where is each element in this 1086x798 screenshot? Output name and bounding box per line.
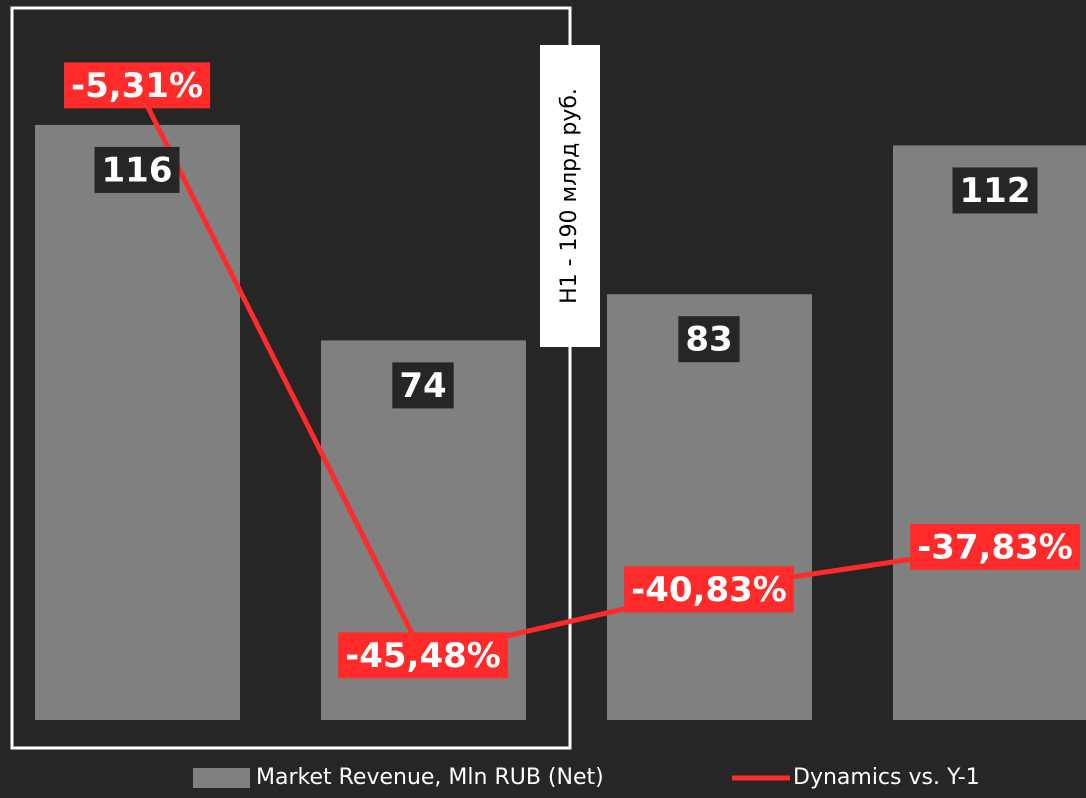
label-box [910, 523, 1080, 570]
label-box [392, 362, 454, 409]
label-box [678, 316, 740, 363]
data-label: 74 [399, 366, 446, 406]
line [134, 84, 996, 659]
data-label: -45,48% [345, 636, 501, 676]
labels: 116 74 83 112 -5,31% -45,48% -40,83% -37,83% [63, 62, 1080, 679]
annotation: H1 - 190 млрд руб. [557, 88, 582, 304]
annotation-box [540, 45, 600, 347]
bar [893, 145, 1086, 720]
highlight-frame [10, 6, 572, 750]
data-label: 116 [102, 150, 173, 190]
legend-label: Market Revenue, Mln RUB (Net) [256, 765, 604, 790]
data-label: -5,31% [71, 66, 203, 106]
label-box [63, 62, 211, 109]
label-box [952, 167, 1038, 214]
label-box [94, 146, 180, 193]
data-label: 83 [685, 320, 732, 360]
data-label: -37,83% [917, 527, 1073, 567]
line-layer [134, 84, 996, 659]
bar [607, 294, 812, 720]
data-label: -40,83% [631, 570, 787, 610]
label-box [338, 632, 508, 679]
bar [35, 124, 240, 721]
legend-label: Dynamics vs. Y-1 [793, 765, 980, 790]
legend-swatch [193, 768, 250, 788]
label-box [624, 566, 794, 613]
data-label: 112 [960, 171, 1031, 211]
